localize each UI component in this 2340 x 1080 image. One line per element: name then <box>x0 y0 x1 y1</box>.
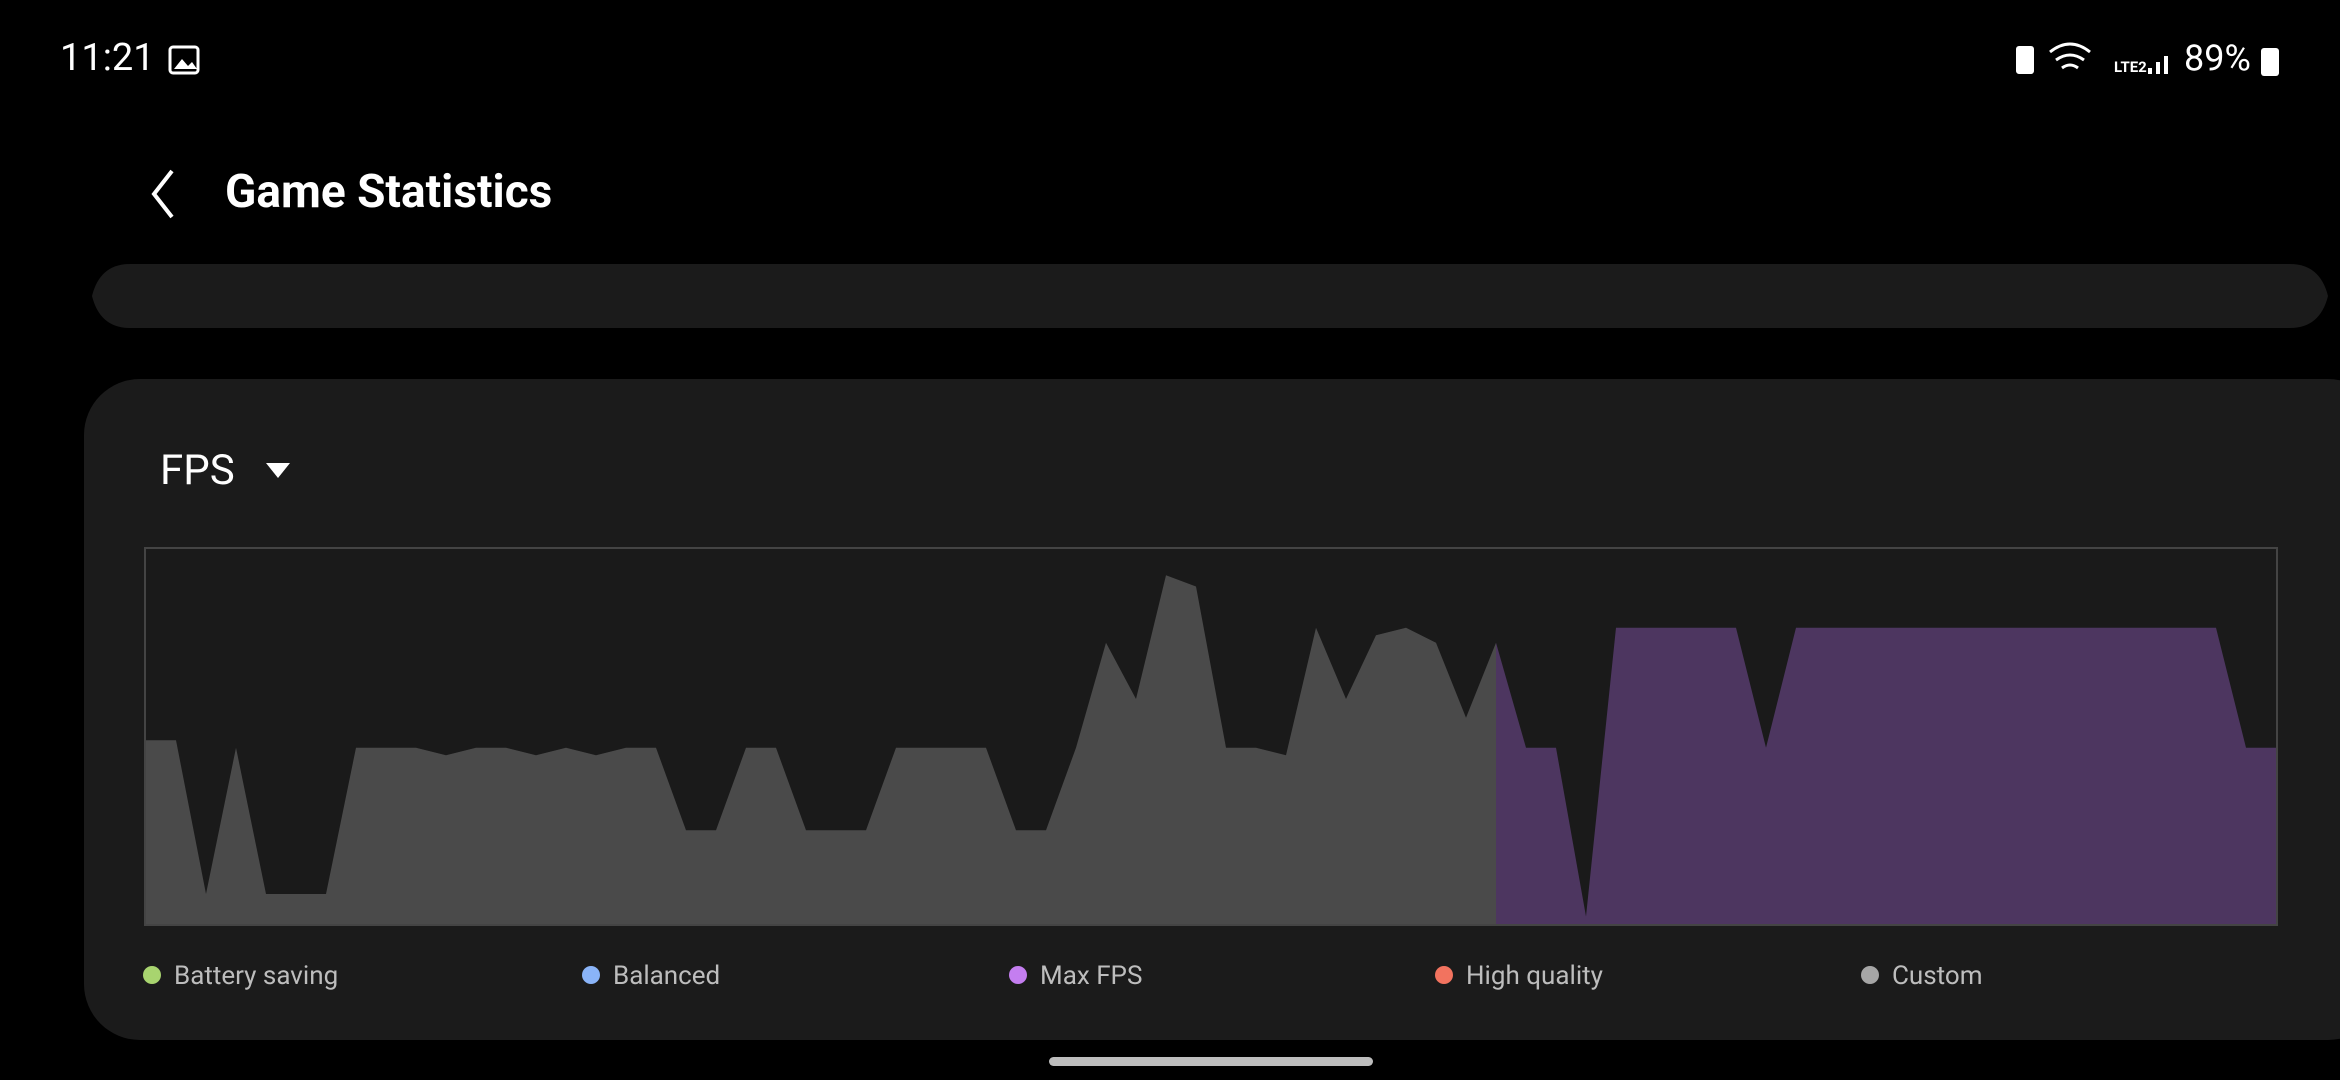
area <box>1496 627 2276 924</box>
back-button[interactable] <box>151 169 174 219</box>
area <box>146 575 1496 924</box>
chart-selector[interactable]: FPS <box>160 446 235 495</box>
clipped-card <box>92 264 2328 328</box>
legend-label: Balanced <box>613 961 720 991</box>
legend-dot <box>1009 966 1027 984</box>
status-icon <box>2016 46 2034 74</box>
dropdown-arrow[interactable] <box>266 463 290 478</box>
legend-label: High quality <box>1466 961 1603 991</box>
legend-dot <box>1861 966 1879 984</box>
signal-icon <box>2148 56 2168 74</box>
gallery-icon-shape <box>174 59 197 69</box>
legend-label: Battery saving <box>174 961 338 991</box>
legend-label: Max FPS <box>1040 961 1142 991</box>
network-label: LTE2 <box>2114 58 2147 76</box>
plot <box>146 575 2276 924</box>
wifi-icon <box>2049 42 2091 70</box>
legend-label: Custom <box>1892 961 1983 991</box>
page-title: Game Statistics <box>225 165 552 219</box>
battery-icon <box>2261 48 2279 76</box>
battery-percent: 89% <box>2184 38 2251 80</box>
legend-dot <box>143 966 161 984</box>
gallery-icon <box>168 45 200 75</box>
status-time: 11:21 <box>60 36 155 80</box>
home-bar[interactable] <box>1049 1057 1373 1066</box>
legend: Battery saving Balanced Max FPS High qualit… <box>143 961 1983 991</box>
legend-dot <box>582 966 600 984</box>
legend-dot <box>1435 966 1453 984</box>
